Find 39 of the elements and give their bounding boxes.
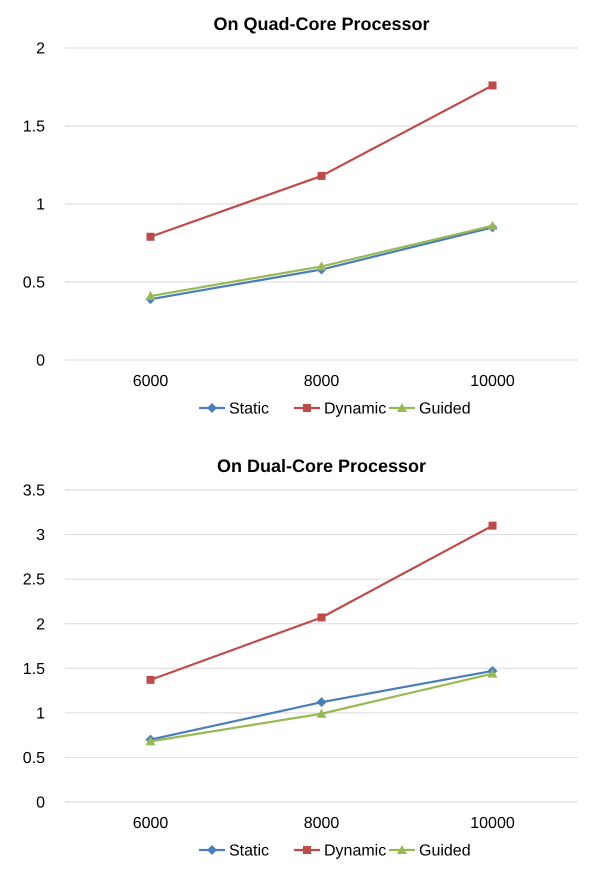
- y-tick-label: 1.5: [22, 118, 46, 136]
- x-tick-label: 8000: [304, 373, 340, 390]
- point: [316, 697, 326, 708]
- x-tick-label: 6000: [132, 373, 168, 390]
- y-tick-label: 2: [36, 616, 46, 634]
- y-tick-label: 0: [36, 794, 46, 812]
- chart-title: On Quad-Core Processor: [213, 14, 430, 34]
- y-tick-label: 0: [36, 352, 46, 370]
- legend-label: Dynamic: [324, 400, 386, 418]
- point: [146, 676, 154, 684]
- y-tick-label: 3.5: [22, 482, 46, 500]
- y-tick-label: 0.5: [22, 274, 46, 292]
- chart-title: On Dual-Core Processor: [216, 456, 426, 476]
- legend-label: Dynamic: [324, 842, 386, 860]
- x-tick-label: 10000: [470, 373, 515, 390]
- legend-label: Guided: [419, 400, 471, 418]
- point: [488, 522, 496, 530]
- point: [318, 613, 326, 622]
- y-tick-label: 2.5: [22, 572, 46, 589]
- y-tick-label: 3: [36, 527, 46, 544]
- point: [316, 708, 326, 718]
- point: [316, 261, 326, 270]
- legend-label: Static: [229, 400, 270, 418]
- point: [488, 668, 498, 678]
- y-tick-label: 1.5: [22, 660, 46, 678]
- point: [318, 172, 326, 180]
- y-tick-label: 0.5: [22, 750, 46, 768]
- x-tick-label: 6000: [132, 815, 168, 832]
- legend-label: Guided: [419, 842, 471, 860]
- x-tick-label: 8000: [304, 815, 340, 832]
- x-tick-label: 10000: [470, 815, 515, 832]
- point: [146, 232, 154, 241]
- y-tick-label: 1: [36, 196, 46, 214]
- y-tick-label: 1: [36, 705, 46, 722]
- y-tick-label: 2: [36, 40, 46, 58]
- point: [488, 220, 498, 230]
- legend-label: Static: [229, 842, 270, 860]
- point: [488, 81, 496, 90]
- point: [146, 291, 156, 300]
